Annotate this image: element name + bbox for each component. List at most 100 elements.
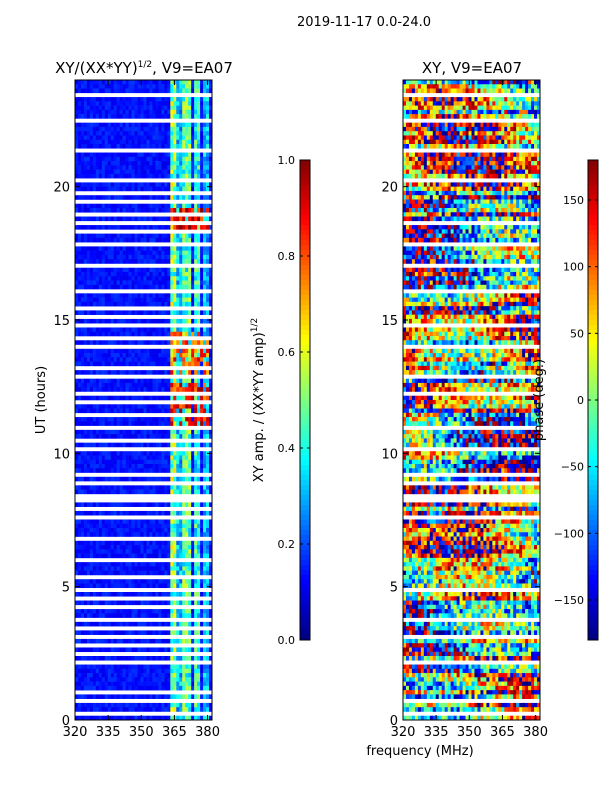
heatmap-cell: [77, 357, 82, 362]
amp-colorbar: 0.00.20.40.60.81.0 XY amp. / (XX*YY amp)…: [250, 154, 311, 647]
heatmap-cell: [92, 382, 97, 388]
heatmap-cell: [86, 668, 91, 674]
heatmap-cell: [92, 451, 97, 456]
heatmap-cell: [89, 673, 94, 678]
heatmap-cell: [191, 579, 195, 584]
heatmap-cell: [155, 395, 159, 401]
heatmap-cell: [116, 340, 120, 345]
heatmap-cell: [86, 613, 91, 618]
heatmap-cell: [197, 216, 201, 222]
heatmap-cell: [134, 510, 138, 516]
heatmap-cell: [113, 656, 117, 661]
heatmap-cell: [131, 353, 135, 358]
heatmap-cell: [185, 126, 189, 132]
heatmap-cell: [203, 186, 207, 192]
heatmap-cell: [209, 216, 213, 222]
heatmap-cell: [158, 348, 162, 354]
heatmap-cell: [122, 297, 126, 303]
heatmap-cell: [191, 161, 195, 166]
heatmap-cell: [80, 161, 85, 166]
heatmap-cell: [197, 276, 201, 281]
heatmap-cell: [188, 161, 192, 166]
heatmap-cell: [173, 621, 177, 627]
heatmap-cell: [155, 331, 159, 337]
heatmap-cell: [179, 668, 183, 674]
heatmap-cell: [92, 122, 97, 128]
heatmap-cell: [119, 216, 123, 222]
heatmap-cell: [188, 353, 192, 358]
heatmap-cell: [161, 442, 165, 448]
heatmap-cell: [116, 656, 120, 661]
heatmap-cell: [101, 545, 106, 550]
heatmap-cell: [164, 451, 168, 456]
heatmap-cell: [197, 464, 201, 469]
heatmap-cell: [83, 131, 88, 136]
heatmap-cell: [194, 592, 198, 597]
heatmap-cell: [164, 237, 168, 243]
heatmap-cell: [167, 331, 171, 337]
heatmap-cell: [164, 357, 168, 362]
heatmap-cell: [176, 528, 180, 533]
heatmap-cell: [131, 97, 135, 102]
heatmap-cell: [128, 357, 132, 362]
heatmap-cell: [185, 502, 189, 507]
heatmap-cell: [95, 451, 100, 456]
heatmap-cell: [110, 545, 115, 550]
heatmap-cell: [77, 404, 82, 409]
heatmap-cell: [149, 442, 153, 448]
heatmap-cell: [89, 233, 94, 239]
heatmap-cell: [137, 562, 141, 567]
heatmap-cell: [152, 370, 156, 375]
heatmap-cell: [98, 340, 103, 345]
heatmap-cell: [137, 84, 141, 89]
heatmap-cell: [143, 237, 147, 243]
heatmap-cell: [206, 656, 210, 661]
heatmap-cell: [194, 272, 198, 277]
heatmap-cell: [143, 553, 147, 559]
heatmap-cell: [149, 340, 153, 345]
heatmap-cell: [86, 225, 91, 230]
heatmap-cell: [83, 395, 88, 401]
heatmap-cell: [164, 468, 168, 473]
heatmap-cell: [197, 609, 201, 614]
heatmap-cell: [119, 340, 123, 345]
heatmap-cell: [89, 553, 94, 559]
heatmap-cell: [131, 677, 135, 682]
heatmap-cell: [104, 583, 109, 589]
heatmap-cell: [200, 519, 204, 525]
heatmap-cell: [200, 370, 204, 375]
heatmap-cell: [107, 301, 112, 307]
heatmap-cell: [146, 485, 150, 490]
heatmap-cell: [125, 348, 129, 354]
heatmap-cell: [83, 122, 88, 128]
heatmap-cell: [179, 421, 183, 426]
heatmap-cell: [107, 656, 112, 661]
heatmap-cell: [155, 668, 159, 674]
heatmap-cell: [149, 429, 153, 435]
heatmap-cell: [146, 459, 150, 465]
heatmap-cell: [185, 186, 189, 192]
heatmap-cell: [119, 553, 123, 559]
heatmap-cell: [140, 485, 144, 490]
heatmap-cell: [146, 673, 150, 678]
heatmap-cell: [203, 528, 207, 533]
heatmap-cell: [170, 600, 174, 606]
heatmap-cell: [140, 553, 144, 559]
heatmap-cell: [188, 122, 192, 128]
amp-colorbar-segment: [300, 610, 310, 616]
heatmap-cell: [185, 169, 189, 175]
heatmap-cell: [116, 685, 120, 691]
heatmap-cell: [182, 545, 186, 550]
heatmap-cell: [83, 370, 88, 375]
heatmap-cell: [143, 532, 147, 537]
heatmap-cell: [200, 139, 204, 145]
heatmap-cell: [80, 468, 85, 473]
heatmap-cell: [86, 549, 91, 554]
heatmap-cell: [134, 272, 138, 277]
heatmap-cell: [182, 105, 186, 111]
heatmap-cell: [191, 685, 195, 691]
heatmap-cell: [179, 451, 183, 456]
heatmap-cell: [113, 451, 117, 456]
heatmap-cell: [155, 664, 159, 670]
heatmap-cell: [176, 259, 180, 264]
